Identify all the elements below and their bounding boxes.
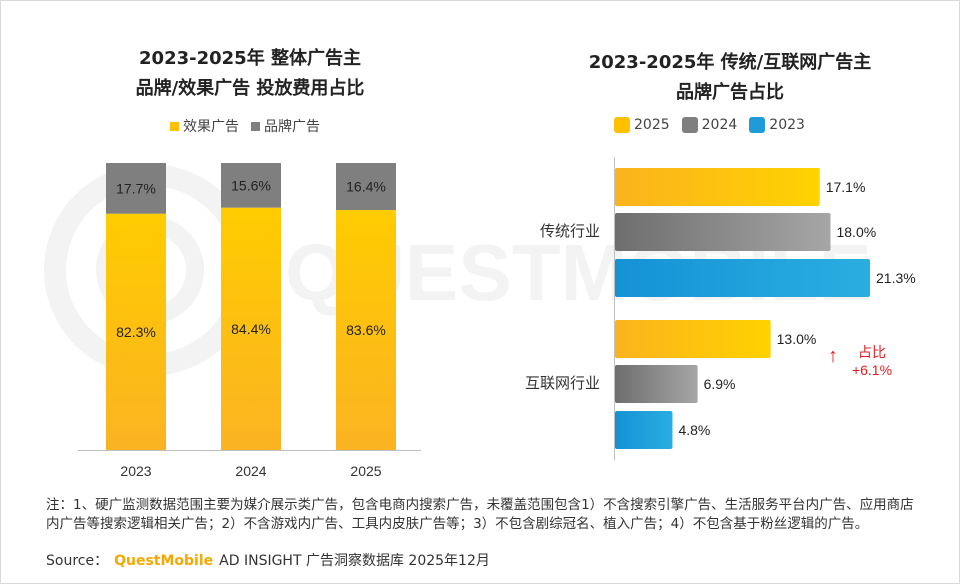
label-2024-1: 6.9% bbox=[704, 376, 736, 392]
legend-label: 效果广告 bbox=[183, 119, 239, 135]
growth-annotation: ↑ 占比 +6.1% bbox=[828, 344, 892, 378]
right-chart-title: 2023-2025年 传统/互联网广告主 品牌广告占比 bbox=[540, 48, 920, 108]
label-effect-2024: 84.4% bbox=[231, 321, 271, 337]
bar-2024-0 bbox=[615, 213, 831, 251]
label-effect-2025: 83.6% bbox=[346, 322, 386, 338]
x-tick-2025: 2025 bbox=[350, 463, 381, 479]
bar-2023-1 bbox=[615, 411, 673, 449]
source-prefix: Source： bbox=[46, 553, 109, 569]
legend-item-brand: 品牌广告 bbox=[251, 116, 320, 136]
legend-label: 2025 bbox=[634, 117, 670, 133]
label-brand-2025: 16.4% bbox=[346, 179, 386, 195]
bar-2024-1 bbox=[615, 365, 698, 403]
annotation-line2: +6.1% bbox=[852, 362, 892, 378]
bar-2025-1 bbox=[615, 320, 771, 358]
bar-effect-2025 bbox=[336, 210, 396, 450]
legend-swatch bbox=[614, 117, 630, 133]
bar-effect-2024 bbox=[221, 207, 281, 450]
left-title-line2: 品牌/效果广告 投放费用占比 bbox=[135, 78, 365, 99]
source-line: Source： QuestMobile AD INSIGHT 广告洞察数据库 2… bbox=[46, 550, 490, 570]
right-title-line2: 品牌广告占比 bbox=[676, 82, 784, 103]
x-tick-2024: 2024 bbox=[235, 463, 266, 479]
label-2023-0: 21.3% bbox=[876, 270, 916, 286]
left-title-line1: 2023-2025年 整体广告主 bbox=[139, 48, 361, 69]
left-chart-title: 2023-2025年 整体广告主 品牌/效果广告 投放费用占比 bbox=[60, 44, 440, 104]
legend-swatch bbox=[749, 117, 766, 133]
x-tick-2023: 2023 bbox=[120, 463, 151, 479]
y-tick-0: 传统行业 bbox=[540, 223, 600, 240]
legend-label: 品牌广告 bbox=[264, 119, 320, 135]
left-legend: 效果广告 品牌广告 bbox=[170, 116, 332, 136]
label-effect-2023: 82.3% bbox=[116, 324, 156, 340]
right-chart: 传统行业 17.1% 18.0% 21.3% 互联网行业 13.0% 6.9% 4.8% bbox=[525, 157, 916, 460]
legend-item-2023: 2023 bbox=[749, 117, 805, 133]
label-2024-0: 18.0% bbox=[836, 224, 876, 240]
bar-brand-2024 bbox=[221, 163, 281, 208]
bar-brand-2023 bbox=[106, 163, 166, 214]
legend-item-2025: 2025 bbox=[614, 117, 670, 133]
y-tick-1: 互联网行业 bbox=[525, 375, 600, 392]
label-brand-2023: 17.7% bbox=[116, 180, 156, 196]
source-text: AD INSIGHT 广告洞察数据库 2025年12月 bbox=[219, 553, 490, 569]
bar-effect-2023 bbox=[106, 213, 166, 450]
label-2023-1: 4.8% bbox=[678, 422, 710, 438]
footnote: 注：1、硬广监测数据范围主要为媒介展示类广告，包含电商内搜索广告，未覆盖范围包含… bbox=[46, 497, 914, 532]
legend-item-2024: 2024 bbox=[681, 117, 738, 133]
bar-brand-2025 bbox=[336, 163, 396, 211]
up-arrow-icon: ↑ bbox=[828, 345, 838, 367]
legend-item-effect: 效果广告 bbox=[170, 116, 239, 136]
right-legend: 2025 2024 2023 bbox=[614, 117, 817, 133]
legend-swatch bbox=[681, 117, 698, 133]
bar-2025-0 bbox=[615, 168, 820, 206]
annotation-line1: 占比 bbox=[858, 344, 886, 360]
bar-2023-0 bbox=[615, 259, 870, 297]
legend-label: 2023 bbox=[769, 117, 805, 133]
left-chart: 17.7% 82.3% 2023 15.6% 84.4% 2024 16.4% 83.6% 20… bbox=[78, 163, 421, 479]
legend-label: 2024 bbox=[701, 117, 738, 133]
legend-swatch bbox=[170, 121, 179, 131]
label-brand-2024: 15.6% bbox=[231, 177, 271, 193]
label-2025-1: 13.0% bbox=[777, 331, 817, 347]
right-title-line1: 2023-2025年 传统/互联网广告主 bbox=[588, 52, 872, 73]
label-2025-0: 17.1% bbox=[826, 179, 866, 195]
source-brand: QuestMobile bbox=[114, 553, 214, 569]
legend-swatch bbox=[251, 121, 260, 131]
